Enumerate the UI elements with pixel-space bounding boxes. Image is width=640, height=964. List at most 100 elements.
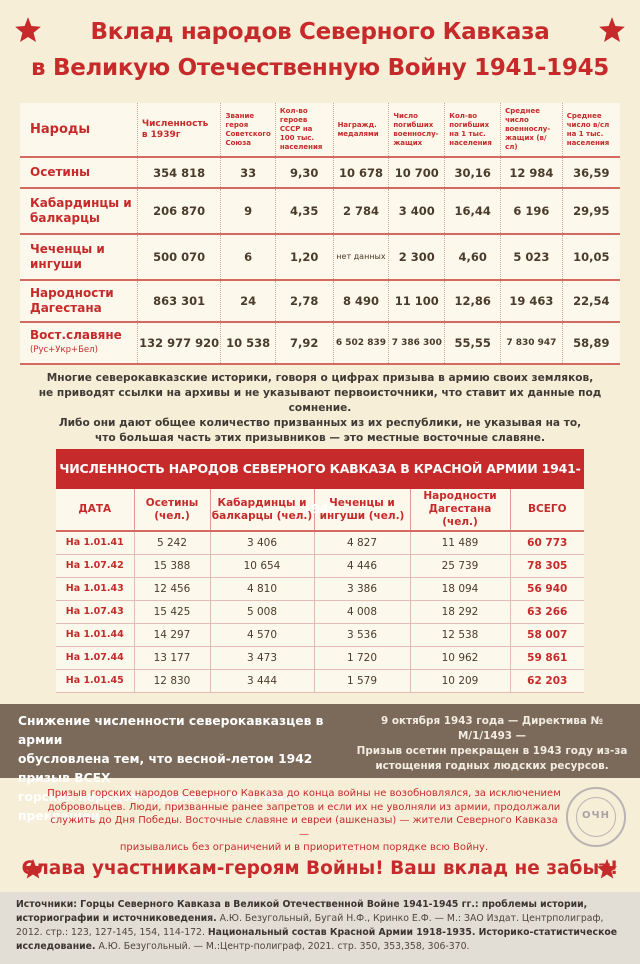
cell: 10 962 [410, 646, 511, 670]
source-1-title: Горцы Северного Кавказа в Великой Отечес… [16, 899, 588, 924]
cell: На 1.07.44 [56, 646, 135, 670]
row-name: Осетины [20, 157, 138, 189]
text-line: Призыв горских народов Северного Кавказа… [47, 788, 561, 799]
cell: 11 100 [388, 280, 446, 323]
cell: 36,59 [562, 157, 620, 189]
col-header-heroes: Звание героя Советского Союза [220, 103, 276, 158]
cell: 206 870 [137, 188, 222, 235]
text-line: Многие северокавказские историки, говоря… [46, 372, 594, 384]
sources-footer: Источники: Горцы Северного Кавказа в Вел… [0, 892, 640, 964]
slogan: Слава участникам-героям Войны! Ваш вклад… [0, 852, 640, 886]
cell: нет данных [333, 234, 390, 281]
text-line: что большая часть этих призывников — это… [94, 432, 545, 444]
cell: 4 570 [210, 623, 315, 647]
text-line: Призыв осетин прекращен в 1943 году из-з… [356, 745, 628, 757]
cell: 3 444 [210, 669, 315, 693]
page-title: Вклад народов Северного Кавказа в Велику… [0, 14, 640, 94]
cell: 500 070 [137, 234, 222, 281]
table-row: Чеченцы и ингуши 500 070 6 1,20 нет данн… [20, 234, 620, 281]
col-header-dead: Число погибших военнослу-жащих [388, 103, 446, 158]
row-name: Народности Дагестана [20, 280, 138, 323]
slogan-text: Слава участникам-героям Войны! Ваш вклад… [21, 858, 619, 879]
cell: 3 400 [388, 188, 446, 235]
col-header-dead-per-1k: Кол-во погибших на 1 тыс. населения [444, 103, 502, 158]
cell: 2,78 [275, 280, 334, 323]
text-line: призывались без ограничений и в приорите… [119, 842, 489, 853]
text-line: Снижение численности северокавказцев в а… [18, 714, 324, 747]
title-line-1: Вклад народов Северного Кавказа [90, 19, 550, 45]
cell: 19 463 [500, 280, 563, 323]
cell: 1 720 [314, 646, 411, 670]
cell: 55,55 [444, 322, 502, 365]
row-name: Кабардинцы и балкарцы [20, 188, 138, 235]
cell: 12,86 [444, 280, 502, 323]
cell: 3 473 [210, 646, 315, 670]
army-table: ДАТА Осетины (чел.) Кабардинцы и балкарц… [56, 489, 584, 693]
cell: 3 386 [314, 577, 411, 601]
cell: 7 830 947 [500, 322, 563, 365]
table-title: ЧИСЛЕННОСТЬ НАРОДОВ СЕВЕРНОГО КАВКАЗА В … [56, 449, 584, 516]
cell: 10 538 [220, 322, 276, 365]
source-2-details: А.Ю. Безугольный. — М.:Центр-полиграф, 2… [95, 941, 470, 952]
cell: 6 502 839 [333, 322, 390, 365]
cell: 13 177 [134, 646, 211, 670]
cell: 10 678 [333, 157, 390, 189]
text-line: добровольцев. Люди, призванные ранее зап… [47, 801, 561, 813]
table-header-row: ДАТА Осетины (чел.) Кабардинцы и балкарц… [56, 489, 584, 532]
text-line: 9 октября 1943 года — Директива № М/1/14… [381, 715, 603, 742]
band-right-text: 9 октября 1943 года — Директива № М/1/14… [356, 714, 628, 774]
cell: На 1.01.44 [56, 623, 135, 647]
cell: 5 008 [210, 600, 315, 624]
contribution-table: Народы Численность в 1939г Звание героя … [20, 103, 620, 365]
cell: 4 446 [314, 554, 411, 578]
cell: На 1.07.43 [56, 600, 135, 624]
cell: 10 700 [388, 157, 446, 189]
cell: 58,89 [562, 322, 620, 365]
cell: 7 386 300 [388, 322, 446, 365]
cell: 18 094 [410, 577, 511, 601]
cell: На 1.01.45 [56, 669, 135, 693]
text-line: обусловлена тем, что весной-летом 1942 п… [18, 752, 313, 785]
col-header-peoples: Народы [20, 103, 138, 158]
army-strength-table: ЧИСЛЕННОСТЬ НАРОДОВ СЕВЕРНОГО КАВКАЗА В … [56, 449, 584, 693]
band-left-text: Снижение численности северокавказцев в а… [18, 712, 348, 826]
col-header-population: Численность в 1939г [137, 103, 222, 158]
stamp-seal: ОЧН [566, 787, 626, 847]
table-row: Осетины 354 818 33 9,30 10 678 10 700 30… [20, 157, 620, 189]
cell: 9 [220, 188, 276, 235]
cell: 10,05 [562, 234, 620, 281]
table-row: На 1.01.44 14 297 4 570 3 536 12 538 58 … [56, 623, 584, 647]
cell: 10 654 [210, 554, 315, 578]
seal-text: ОЧН [582, 810, 610, 821]
source-2-title: Национальный состав Красной Армии 1918-1… [16, 927, 618, 952]
sources-label: Источники: [16, 899, 77, 910]
cell: 3 536 [314, 623, 411, 647]
row-name: Чеченцы и ингуши [20, 234, 138, 281]
cell: 3 406 [210, 531, 315, 555]
star-icon [596, 858, 618, 879]
cell: 78 305 [510, 554, 584, 578]
cell: 62 203 [510, 669, 584, 693]
table-row: На 1.07.44 13 177 3 473 1 720 10 962 59 … [56, 646, 584, 670]
cell: 4,60 [444, 234, 502, 281]
col-header-heroes-per-100k: Кол-во героев СССР на 100 тыс. населения [275, 103, 334, 158]
table-row: На 1.07.42 15 388 10 654 4 446 25 739 78… [56, 554, 584, 578]
col-header-ossetians: Осетины (чел.) [134, 489, 211, 532]
cell: 10 209 [410, 669, 511, 693]
cell: 15 425 [134, 600, 211, 624]
table-row: На 1.07.43 15 425 5 008 4 008 18 292 63 … [56, 600, 584, 624]
cell: 9,30 [275, 157, 334, 189]
col-header-dagestan: Народности Дагестана (чел.) [410, 489, 511, 532]
table-row: Вост.славяне (Рус+Укр+Бел) 132 977 920 10… [20, 322, 620, 365]
cell: 8 490 [333, 280, 390, 323]
col-header-medals: Награжд. медалями [333, 103, 390, 158]
col-header-chechens: Чеченцы и ингуши (чел.) [314, 489, 411, 532]
cell: 4 827 [314, 531, 411, 555]
cell: 63 266 [510, 600, 584, 624]
cell: 29,95 [562, 188, 620, 235]
cell: 5 242 [134, 531, 211, 555]
cell: 4,35 [275, 188, 334, 235]
conscription-paragraph: Призыв горских народов Северного Кавказа… [44, 787, 564, 855]
star-icon [22, 858, 44, 879]
col-header-kabardians: Кабардинцы и балкарцы (чел.) [210, 489, 315, 532]
